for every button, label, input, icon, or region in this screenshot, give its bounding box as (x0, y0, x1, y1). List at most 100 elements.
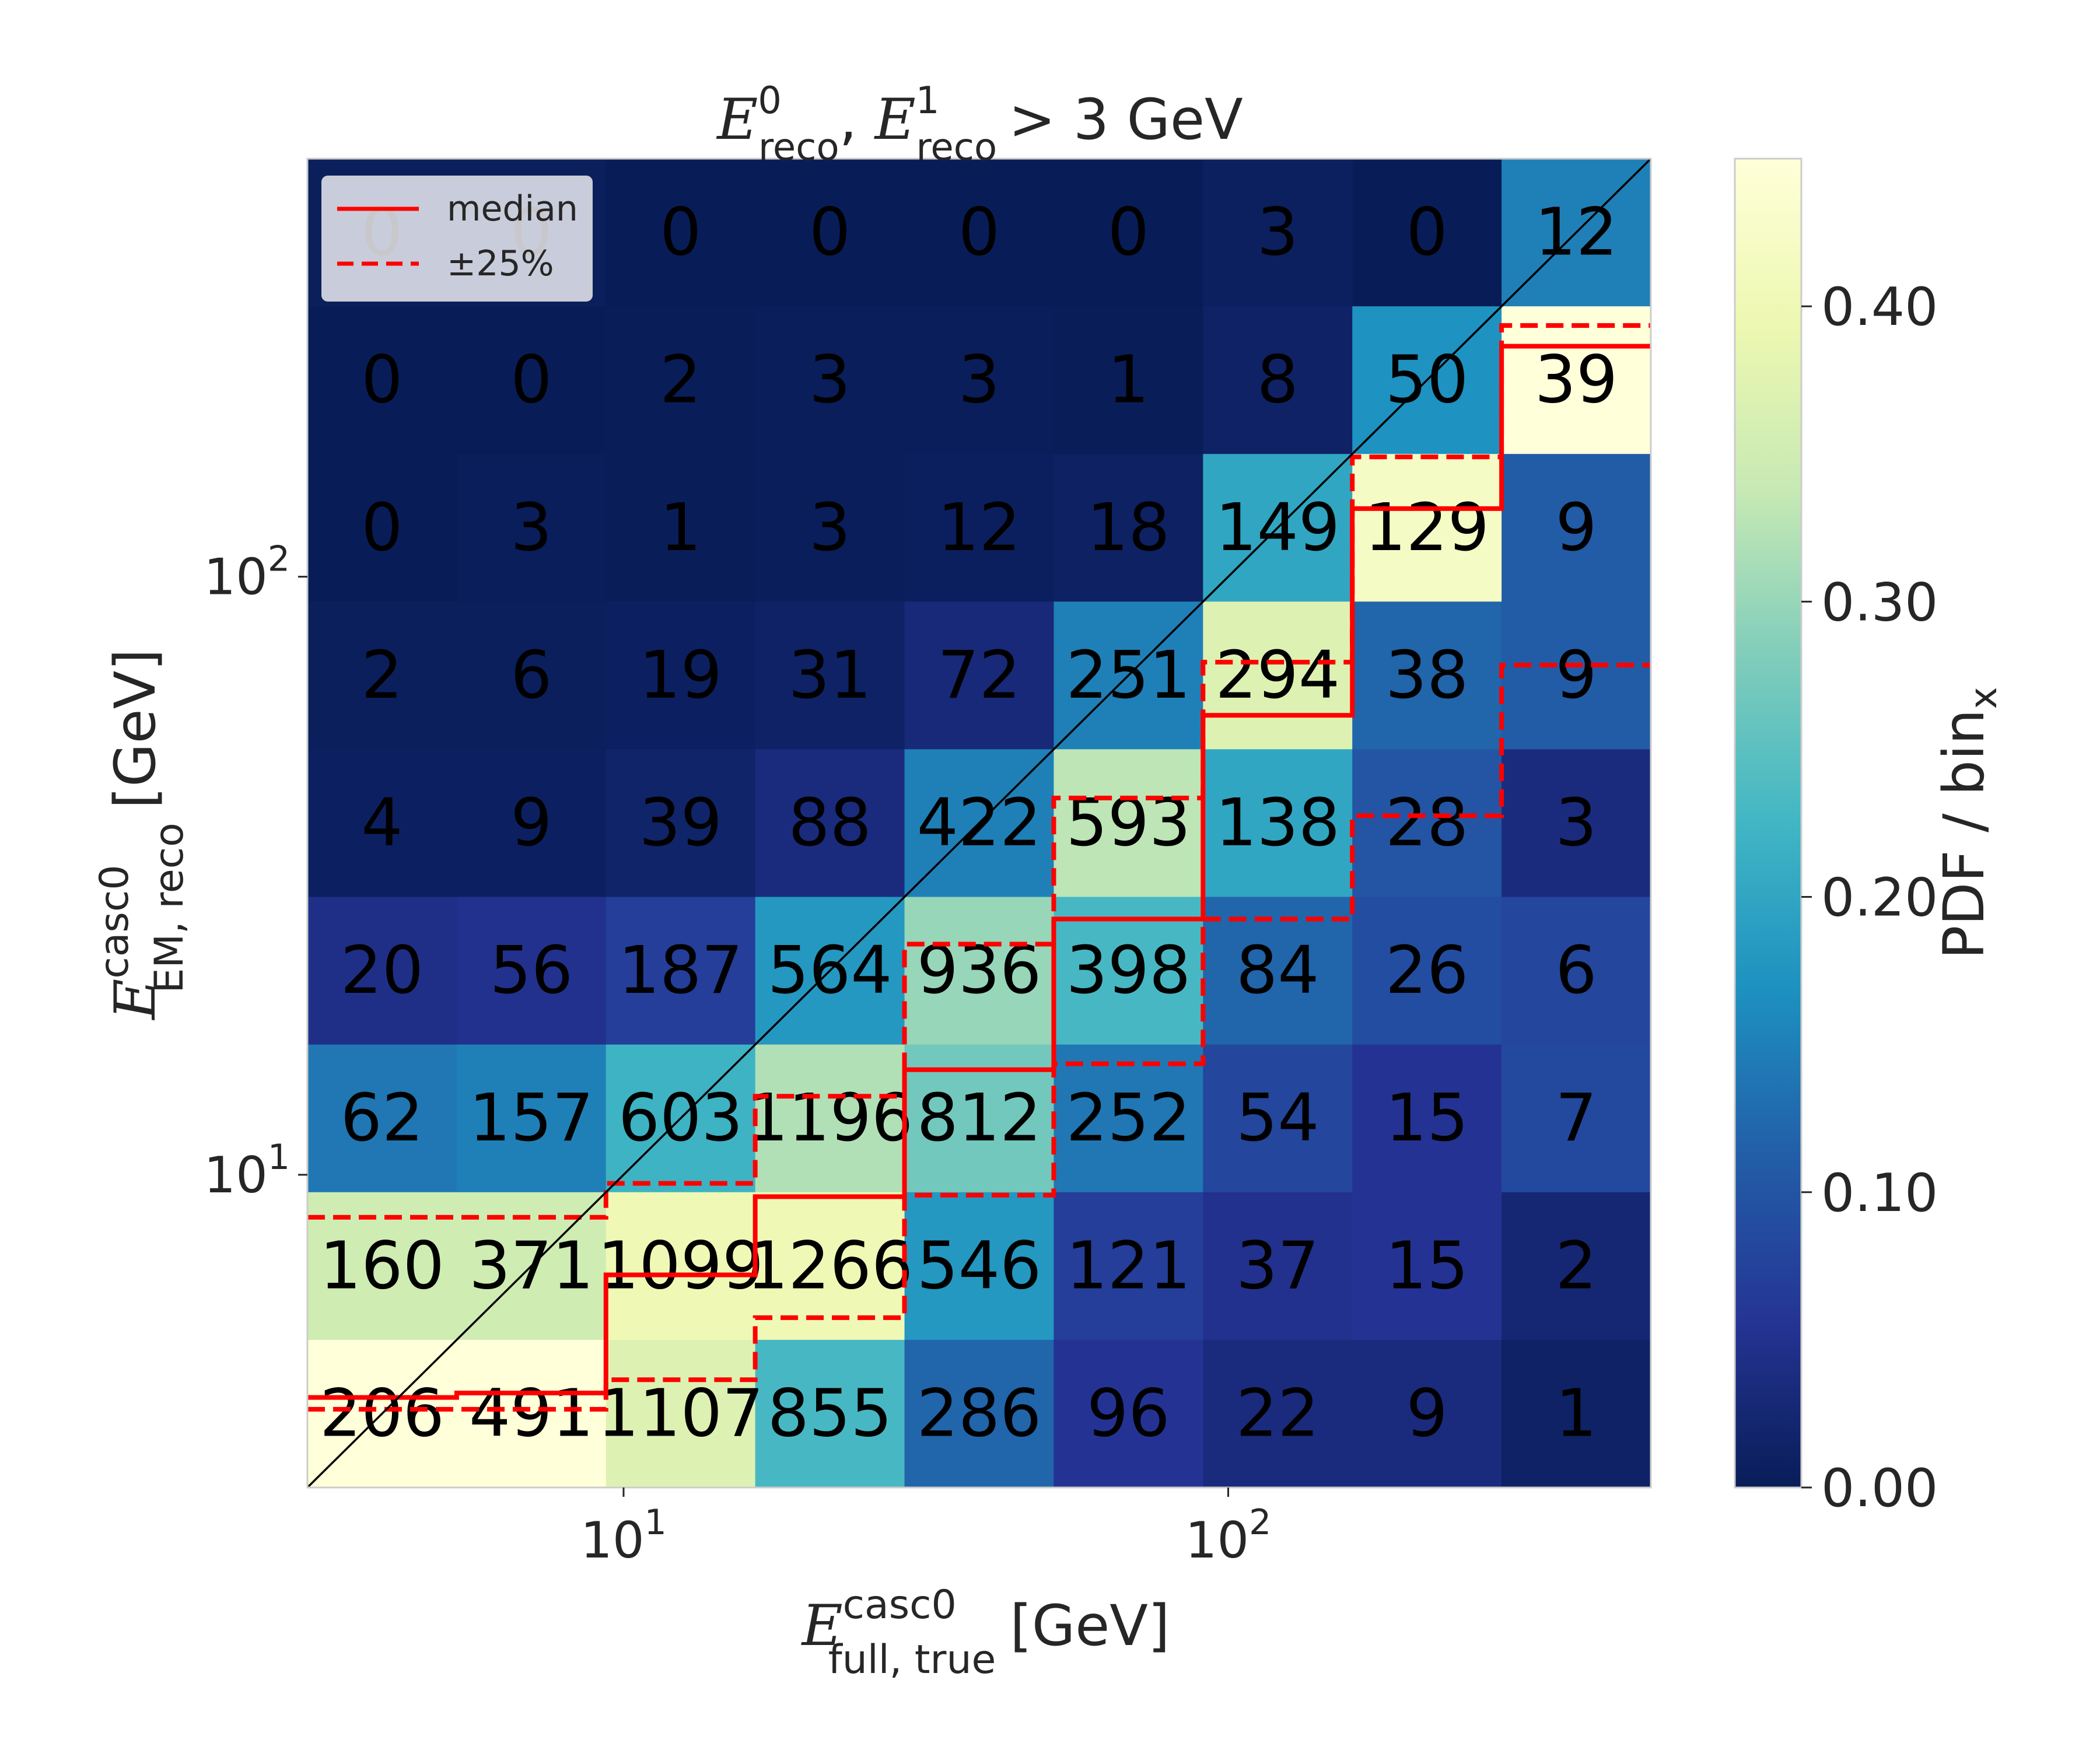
heatmap-cell (1054, 1339, 1203, 1488)
heatmap-cell (755, 1044, 905, 1193)
legend: median ±25% (321, 176, 593, 302)
bin-count-label: 129 (1364, 490, 1489, 566)
heatmap-cell (1352, 897, 1502, 1045)
bin-count-label: 38 (1385, 638, 1469, 713)
heatmap-cell (755, 454, 905, 602)
heatmap-cell (606, 159, 756, 307)
bin-count-label: 37 (1236, 1228, 1320, 1304)
heatmap-cell (1054, 1192, 1203, 1340)
heatmap-cell (307, 454, 457, 602)
bin-count-label: 3 (809, 342, 850, 418)
heatmap-cell (1054, 749, 1203, 898)
x-axis-ticks: 101 102 (580, 1488, 1271, 1570)
bin-count-label: 1 (660, 490, 701, 566)
heatmap-cell (456, 897, 607, 1045)
colorbar-label: PDF / binx (1931, 687, 2006, 960)
bin-count-label: 138 (1215, 785, 1340, 861)
heatmap-cell (1352, 1339, 1502, 1488)
heatmap-cell (755, 306, 905, 454)
bin-count-label: 88 (788, 785, 872, 861)
bin-count-label: 0 (1108, 195, 1149, 271)
colorbar-tick-label: 0.30 (1821, 572, 1938, 633)
heatmap-cell (755, 159, 905, 307)
heatmap-cell (456, 749, 607, 898)
heatmap-cell (1054, 306, 1203, 454)
bin-count-label: 0 (361, 342, 402, 418)
heatmap-cell (904, 306, 1055, 454)
bin-count-label: 0 (809, 195, 850, 271)
heatmap-cell (755, 749, 905, 898)
bin-count-label: 9 (1555, 490, 1597, 566)
bin-count-label: 1196 (747, 1080, 913, 1156)
bin-count-label: 12 (937, 490, 1021, 566)
bin-count-label: 22 (1236, 1376, 1320, 1451)
bin-count-label: 855 (768, 1376, 892, 1451)
heatmap-cell (1502, 1044, 1651, 1193)
bin-count-label: 0 (660, 195, 701, 271)
bin-count-label: 56 (490, 933, 573, 1009)
bin-count-label: 8 (1257, 342, 1298, 418)
heatmap-cell (1203, 1339, 1353, 1488)
x-tick-label: 101 (580, 1502, 667, 1570)
heatmap-cell (1203, 1044, 1353, 1193)
colorbar-tick-label: 0.20 (1821, 867, 1938, 929)
heatmap-cell (904, 897, 1055, 1045)
heatmap-cell (456, 1339, 607, 1488)
y-tick-label: 102 (204, 539, 290, 607)
heatmap-cell (1054, 159, 1203, 307)
heatmap-cell (755, 1339, 905, 1488)
bin-count-label: 3 (958, 342, 1000, 418)
heatmap-cell (1352, 1192, 1502, 1340)
heatmap-cell (606, 897, 756, 1045)
bin-count-label: 1099 (597, 1228, 764, 1304)
bin-count-label: 28 (1385, 785, 1469, 861)
heatmap-cell (1502, 601, 1651, 750)
heatmap-cell (456, 306, 607, 454)
heatmap-cells (307, 159, 1651, 1488)
bin-count-label: 15 (1385, 1080, 1469, 1156)
heatmap-cell (1502, 1192, 1651, 1340)
heatmap-cell (606, 1339, 756, 1488)
bin-count-label: 15 (1385, 1228, 1469, 1304)
bin-count-label: 252 (1066, 1080, 1191, 1156)
heatmap-cell (456, 1044, 607, 1193)
bin-count-label: 157 (469, 1080, 594, 1156)
heatmap-cell (904, 454, 1055, 602)
bin-count-label: 187 (618, 933, 743, 1009)
heatmap-cell (606, 601, 756, 750)
bin-count-label: 72 (937, 638, 1021, 713)
bin-count-label: 62 (341, 1080, 424, 1156)
bin-count-label: 9 (1555, 638, 1597, 713)
heatmap-cell (904, 601, 1055, 750)
colorbar-tick-label: 0.40 (1821, 276, 1938, 338)
bin-count-label: 1107 (597, 1376, 764, 1451)
heatmap-cell (1502, 454, 1651, 602)
heatmap-cell (1352, 454, 1502, 602)
bin-count-label: 39 (639, 785, 722, 861)
heatmap-cell (1203, 159, 1353, 307)
heatmap-cell (1352, 159, 1502, 307)
bin-count-label: 398 (1066, 933, 1191, 1009)
bin-count-label: 39 (1535, 342, 1618, 418)
bin-count-label: 491 (469, 1376, 594, 1451)
y-axis-ticks: 101 102 (204, 539, 307, 1205)
heatmap-cell (1054, 454, 1203, 602)
bin-count-label: 31 (788, 638, 872, 713)
bin-count-label: 20 (341, 933, 424, 1009)
bin-count-label: 2 (361, 638, 402, 713)
upper-quantile-line (307, 323, 1651, 1220)
bin-count-label: 9 (1406, 1376, 1448, 1451)
median-quantile-curves (307, 323, 1651, 1412)
bin-count-label: 0 (958, 195, 1000, 271)
heatmap-cell (456, 601, 607, 750)
bin-count-label: 121 (1066, 1228, 1191, 1304)
heatmap-cell (1502, 749, 1651, 898)
heatmap-cell (606, 454, 756, 602)
heatmap-cell (1352, 601, 1502, 750)
heatmap-cell (904, 1339, 1055, 1488)
bin-count-label: 4 (361, 785, 402, 861)
x-tick-label: 102 (1185, 1502, 1272, 1570)
heatmap-cell (1203, 897, 1353, 1045)
heatmap-cell (606, 749, 756, 898)
bin-count-label: 84 (1236, 933, 1320, 1009)
